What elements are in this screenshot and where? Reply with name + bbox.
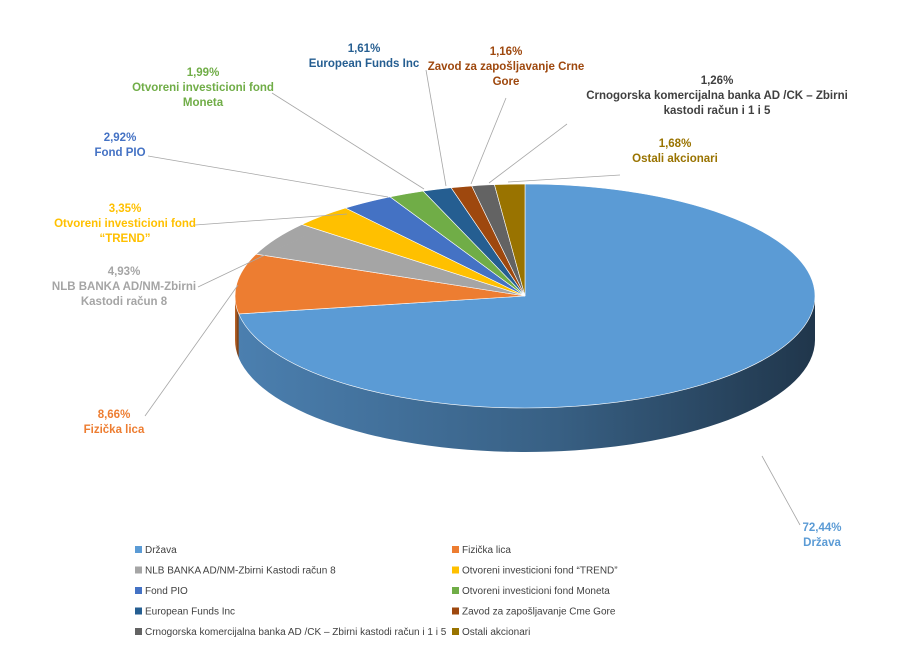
- leader-line-european-funds-inc: [425, 69, 447, 187]
- data-label-ostali-akcionari: 1,68% Ostali akcionari: [632, 138, 718, 165]
- data-label-european-funds-inc: 1,61% European Funds Inc: [309, 43, 420, 70]
- leader-line-drzava: [761, 455, 801, 526]
- legend-label-drzava: Država: [145, 545, 177, 556]
- legend-swatch-nlb-banka-ad-nm-zbirni-kastodi-racun-8: [135, 566, 142, 574]
- data-label-drzava: 72,44% Država: [802, 522, 841, 549]
- leader-line-zavod-za-zaposljavanje-crne-gore: [470, 97, 507, 185]
- data-label-crnogorska-komercijalna-banka-ad-ck-zbirni-kastodi-racun-i-1-i-5: 1,26% Crnogorska komercijalna banka AD /C…: [586, 75, 848, 117]
- pie-side-drzava: [238, 296, 816, 453]
- legend-label-crnogorska-komercijalna-banka-ad-ck-zbirni-kastodi-racun-i-1-i-5: Crnogorska komercijalna banka AD /CK – Z…: [145, 627, 447, 638]
- leader-line-nlb-banka-ad-nm-zbirni-kastodi-racun-8: [197, 235, 306, 288]
- legend-swatch-european-funds-inc: [135, 607, 142, 615]
- legend-swatch-fond-pio: [135, 587, 142, 594]
- data-label-zavod-za-zaposljavanje-crne-gore: 1,16% Zavod za zapošljavanje Crne Gore: [428, 46, 585, 88]
- legend-swatch-zavod-za-zaposljavanje-crne-gore: [452, 607, 459, 615]
- leader-line-otvoreni-investicioni-fond-trend: [194, 213, 348, 226]
- legend-swatch-otvoreni-investicioni-fond-moneta: [452, 587, 459, 594]
- legend-label-ostali-akcionari: Ostali akcionari: [462, 627, 530, 638]
- data-label-nlb-banka-ad-nm-zbirni-kastodi-racun-8: 4,93% NLB BANKA AD/NM-Zbirni Kastodi račun…: [52, 266, 196, 308]
- legend-label-fizicka-lica: Fizička lica: [462, 545, 511, 556]
- legend-swatch-ostali-akcionari: [452, 628, 459, 635]
- leader-line-fizicka-lica: [144, 284, 239, 417]
- leader-line-crnogorska-komercijalna-banka-ad-ck-zbirni-kastodi-racun-i-1-i-5: [488, 123, 568, 184]
- legend-label-otvoreni-investicioni-fond-moneta: Otvoreni investicioni fond Moneta: [462, 586, 610, 597]
- data-labels: 72,44% Država 8,66% Fizička lica 4,93% NLB BA…: [52, 43, 848, 549]
- pie-slice-drzava: [238, 183, 816, 409]
- leader-line-otvoreni-investicioni-fond-moneta: [271, 92, 425, 190]
- legend-label-european-funds-inc: European Funds Inc: [145, 607, 235, 618]
- legend-label-otvoreni-investicioni-fond-trend: Otvoreni investicioni fond “TREND”: [462, 566, 618, 577]
- pie-slice-ostali-akcionari: [494, 183, 526, 297]
- legend-label-nlb-banka-ad-nm-zbirni-kastodi-racun-8: NLB BANKA AD/NM-Zbirni Kastodi račun 8: [145, 566, 336, 577]
- legend-swatch-otvoreni-investicioni-fond-trend: [452, 566, 459, 574]
- data-label-otvoreni-investicioni-fond-moneta: 1,99% Otvoreni investicioni fond Moneta: [132, 67, 274, 109]
- legend-swatch-drzava: [135, 546, 142, 553]
- data-label-fond-pio: 2,92% Fond PIO: [94, 132, 145, 159]
- leader-line-fond-pio: [147, 155, 389, 198]
- legend-label-zavod-za-zaposljavanje-crne-gore: Zavod za zapošljavanje Cme Gore: [462, 607, 616, 618]
- leader-line-ostali-akcionari: [507, 174, 621, 183]
- pie-sides: [235, 296, 816, 453]
- pie-slices: [234, 183, 816, 409]
- pie-slice-fizicka-lica: [234, 253, 526, 315]
- legend-swatch-fizicka-lica: [452, 546, 459, 553]
- data-label-otvoreni-investicioni-fond-trend: 3,35% Otvoreni investicioni fond “TREND”: [54, 203, 196, 245]
- data-label-fizicka-lica: 8,66% Fizička lica: [84, 409, 145, 436]
- legend: Država Fizička lica NLB BANKA AD/NM-Zbirni…: [135, 545, 618, 638]
- pie-side-fizicka-lica: [235, 296, 239, 358]
- leader-lines: [144, 69, 801, 526]
- legend-swatch-crnogorska-komercijalna-banka-ad-ck-zbirni-kastodi-racun-i-1-i-5: [135, 628, 142, 635]
- legend-label-fond-pio: Fond PIO: [145, 586, 188, 597]
